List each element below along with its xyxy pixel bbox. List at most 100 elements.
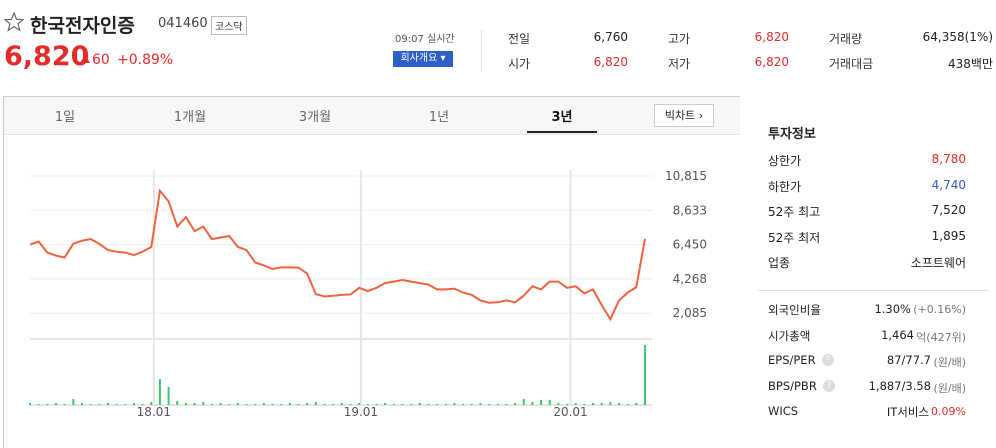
volume-bar: [314, 402, 317, 405]
volume-bar: [219, 403, 222, 405]
stat-label: 저가: [668, 57, 691, 71]
info-note: 억(427위): [916, 330, 966, 344]
stat-value: 64,358(1%): [922, 30, 993, 44]
volume-bar: [557, 403, 560, 405]
info-label: 하한가: [768, 179, 802, 194]
volume-bar: [80, 403, 83, 405]
volume-bar: [479, 403, 482, 405]
volume-bar: [167, 387, 170, 405]
info-value: 1,464: [881, 327, 914, 342]
volume-bar: [150, 402, 153, 405]
volume-bar: [548, 400, 551, 405]
volume-bar: [323, 404, 326, 405]
info-label: 52주 최고: [768, 205, 821, 219]
star-icon[interactable]: [4, 12, 24, 32]
info-note: (원/배): [933, 356, 966, 369]
volume-bar: [635, 403, 638, 405]
volume-bar: [574, 403, 577, 405]
volume-bar: [54, 403, 57, 405]
info-value: 1.30%: [874, 302, 911, 316]
volume-bar: [401, 404, 404, 405]
volume-bar: [531, 402, 534, 405]
info-value: 8,780: [931, 152, 966, 166]
help-icon[interactable]: ?: [823, 379, 835, 392]
info-label: 52주 최저: [768, 230, 821, 245]
stat-value: 6,760: [593, 30, 628, 44]
volume-bar: [193, 403, 196, 405]
info-label: 외국인비율: [768, 303, 821, 317]
volume-bar: [210, 404, 213, 405]
big-chart-label[interactable]: 빅차트: [664, 109, 696, 122]
volume-bar: [297, 404, 300, 405]
info-value: 4,740: [931, 177, 966, 192]
stat-label: 거래량: [829, 32, 863, 46]
volume-bar: [626, 404, 629, 405]
divider: [481, 30, 482, 72]
volume-bar: [375, 404, 378, 405]
volume-bar: [202, 402, 205, 405]
volume-bar: [427, 404, 430, 405]
info-value: 7,520: [931, 203, 966, 217]
company-button-label[interactable]: 회사개요: [400, 53, 438, 64]
volume-bar: [566, 404, 569, 405]
volume-bar: [46, 404, 49, 405]
volume-bar: [358, 403, 361, 405]
stat-label: 고가: [668, 32, 691, 46]
info-label: WICS: [768, 404, 799, 418]
period-tab[interactable]: 1년: [428, 110, 450, 125]
period-tab[interactable]: 3개월: [298, 110, 332, 125]
info-value: IT서비스: [886, 405, 929, 419]
volume-bar: [115, 404, 118, 405]
volume-bar: [288, 403, 291, 405]
change-rate: +0.89%: [117, 52, 174, 68]
stat-value: 438백만: [948, 57, 993, 71]
volume-bar: [522, 399, 525, 405]
volume-bar: [583, 404, 586, 405]
stock-name: 한국전자인증: [30, 15, 135, 37]
stat-value: 6,820: [754, 30, 789, 44]
volume-bar: [63, 404, 66, 405]
volume-bar: [418, 403, 421, 405]
big-chart-button[interactable]: 빅차트 ›: [654, 104, 714, 127]
update-time: 09:07 실시간: [395, 34, 455, 45]
period-tab[interactable]: 3년: [551, 110, 573, 125]
volume-bar: [158, 379, 161, 405]
volume-bar: [384, 403, 387, 405]
y-tick-label: 10,815: [665, 169, 707, 183]
market-badge: 코스닥: [211, 16, 247, 35]
x-tick-label: 19.01: [344, 405, 378, 419]
info-divider: [758, 290, 988, 291]
info-note: 0.09%: [931, 405, 966, 418]
volume-bar: [540, 400, 543, 405]
period-tab[interactable]: 1일: [54, 110, 76, 125]
info-label: 상한가: [768, 154, 802, 168]
volume-bar: [262, 403, 265, 405]
price-change: 60: [92, 52, 110, 68]
volume-bar: [340, 403, 343, 405]
tab-underline: [527, 131, 597, 133]
volume-bar: [89, 404, 92, 405]
volume-bar: [254, 404, 257, 405]
volume-bar: [592, 403, 595, 405]
up-arrow: [80, 55, 90, 63]
stat-label: 거래대금: [829, 57, 874, 71]
y-tick-label: 2,085: [673, 306, 707, 320]
stat-label: 전일: [508, 32, 531, 46]
info-note: (원/배): [933, 381, 966, 395]
info-label: 업종: [768, 256, 791, 270]
info-value: 1,895: [931, 228, 966, 243]
volume-bar: [410, 404, 413, 405]
company-button[interactable]: 회사개요 ▾: [393, 51, 453, 67]
help-icon[interactable]: ?: [822, 354, 834, 366]
x-tick-label: 20.01: [553, 405, 587, 419]
info-title: 투자정보: [768, 127, 816, 142]
volume-bar: [514, 403, 517, 405]
period-tab[interactable]: 1개월: [173, 110, 207, 125]
info-value: 1,887/3.58: [868, 378, 931, 393]
volume-bar: [644, 345, 646, 405]
volume-bar: [392, 404, 395, 405]
volume-bar: [306, 403, 309, 405]
price-line: [29, 188, 646, 322]
volume-bar: [453, 403, 456, 405]
